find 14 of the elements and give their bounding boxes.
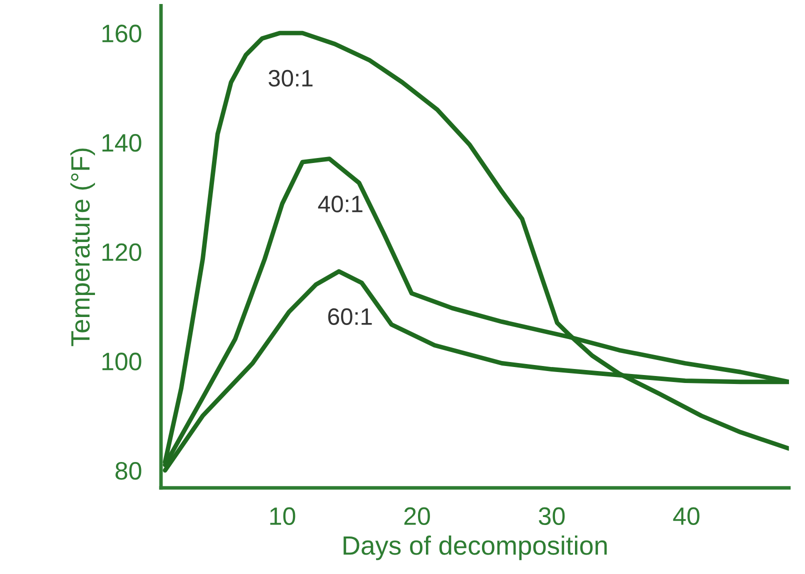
- y-tick-label: 120: [102, 243, 142, 262]
- y-axis-title: Temperature (°F): [70, 148, 95, 346]
- x-tick-label: 30: [538, 507, 565, 526]
- series-label: 30:1: [268, 70, 313, 87]
- series-label: 40:1: [318, 196, 362, 212]
- series-label: 60:1: [328, 308, 372, 325]
- x-tick-label: 20: [404, 507, 430, 526]
- x-tick-label: 10: [270, 507, 296, 526]
- x-tick-label: 40: [673, 507, 700, 526]
- x-axis-title: Days of decomposition: [344, 536, 607, 560]
- y-tick-label: 140: [102, 134, 142, 152]
- y-tick-label: 160: [102, 24, 142, 42]
- y-tick-label: 100: [102, 352, 142, 370]
- y-tick-label: 80: [116, 462, 142, 480]
